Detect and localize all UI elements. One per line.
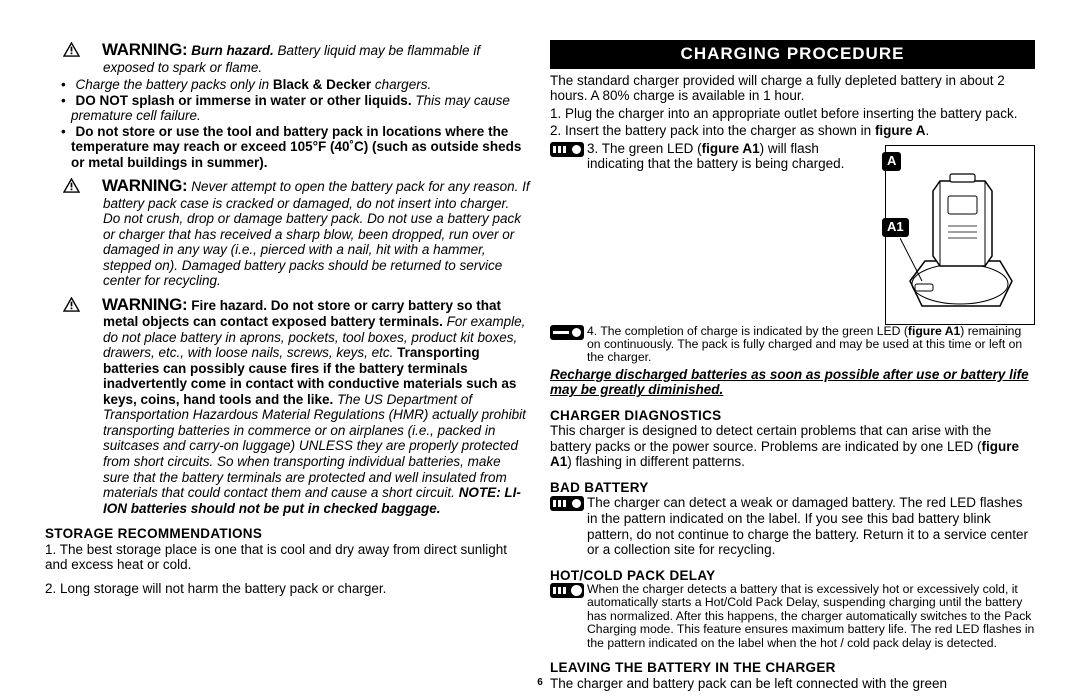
warning-icon: [83, 42, 100, 57]
hotcold-body: When the charger detects a battery that …: [550, 583, 1035, 650]
figure-charger: A A1: [885, 145, 1035, 325]
step-4: 4. The completion of charge is indicated…: [550, 325, 1035, 365]
warning-fire: WARNING: Fire hazard. Do not store or ca…: [45, 295, 530, 516]
led-flash-icon: [550, 142, 584, 157]
storage-rec-2: 2. Long storage will not harm the batter…: [45, 581, 530, 597]
warning-burn: WARNING: Burn hazard. Battery liquid may…: [45, 40, 530, 75]
warning-open: WARNING: Never attempt to open the batte…: [45, 176, 530, 289]
charging-banner: CHARGING PROCEDURE: [550, 40, 1035, 69]
bullet-list: Charge the battery packs only in Black &…: [45, 77, 530, 170]
bullet-charge: Charge the battery packs only in Black &…: [71, 77, 530, 93]
warning-icon: [83, 297, 100, 312]
charger-illustration: [900, 166, 1020, 316]
storage-header: STORAGE RECOMMENDATIONS: [45, 526, 530, 542]
led-therm-icon: [550, 583, 584, 598]
diagnostics-body: This charger is designed to detect certa…: [550, 423, 1035, 470]
right-column: CHARGING PROCEDURE The standard charger …: [550, 40, 1035, 688]
diagnostics-header: CHARGER DIAGNOSTICS: [550, 408, 1035, 424]
left-column: WARNING: Burn hazard. Battery liquid may…: [45, 40, 530, 688]
leaving-header: LEAVING THE BATTERY IN THE CHARGER: [550, 660, 1035, 676]
bullet-temp: Do not store or use the tool and battery…: [71, 124, 530, 171]
bad-battery-body: The charger can detect a weak or damaged…: [550, 495, 1035, 557]
recharge-note: Recharge discharged batteries as soon as…: [550, 367, 1035, 398]
step-1: 1. Plug the charger into an appropriate …: [550, 106, 1035, 122]
hotcold-header: HOT/COLD PACK DELAY: [550, 568, 1035, 584]
storage-rec-1: 1. The best storage place is one that is…: [45, 542, 530, 573]
intro-text: The standard charger provided will charg…: [550, 73, 1035, 104]
bullet-splash: DO NOT splash or immerse in water or oth…: [71, 93, 530, 124]
led-solid-icon: [550, 325, 584, 340]
page-number: 6: [537, 677, 543, 689]
leaving-body: The charger and battery pack can be left…: [550, 676, 1035, 692]
warning-icon: [83, 178, 100, 193]
figure-label-a: A: [882, 152, 901, 171]
bad-battery-header: BAD BATTERY: [550, 480, 1035, 496]
led-bad-icon: [550, 496, 584, 511]
step-2: 2. Insert the battery pack into the char…: [550, 123, 1035, 139]
